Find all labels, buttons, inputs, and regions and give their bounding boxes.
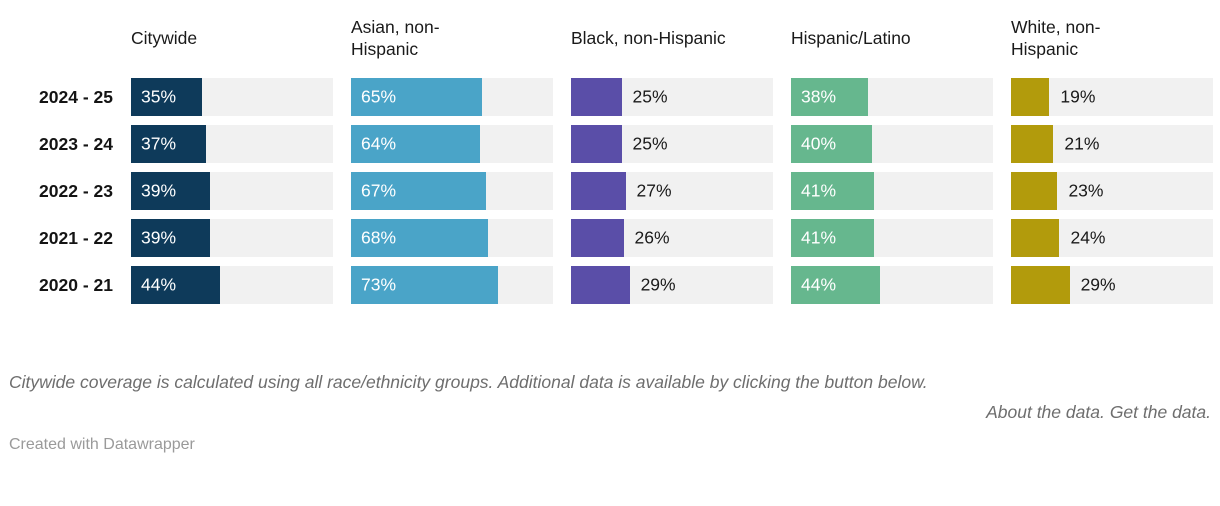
chart-footer: Citywide coverage is calculated using al… xyxy=(0,370,1220,454)
bar[interactable] xyxy=(571,219,624,257)
bar-track: 68% xyxy=(351,219,553,257)
bar-value-label: 38% xyxy=(801,86,837,107)
bar-value-label: 41% xyxy=(801,180,837,201)
bar-track: 25% xyxy=(571,78,773,116)
bar[interactable] xyxy=(571,125,622,163)
bar-track: 27% xyxy=(571,172,773,210)
bar-track: 39% xyxy=(131,172,333,210)
bar[interactable] xyxy=(351,266,499,304)
bar[interactable] xyxy=(131,172,210,210)
bar-track: 44% xyxy=(131,266,333,304)
bar-value-label: 25% xyxy=(632,133,668,154)
bar[interactable] xyxy=(571,172,626,210)
chart-row: 2022 - 23 39% 67% 27% 41% 23% xyxy=(0,172,1220,210)
bar-value-label: 44% xyxy=(801,274,837,295)
bar[interactable] xyxy=(351,172,487,210)
bar-value-label: 21% xyxy=(1064,133,1100,154)
bar-chart: Citywide Asian, non-Hispanic Black, non-Hi… xyxy=(0,6,1220,304)
bar-value-label: 26% xyxy=(634,227,670,248)
bar-track: 26% xyxy=(571,219,773,257)
bar-value-label: 41% xyxy=(801,227,837,248)
bar-value-label: 64% xyxy=(361,133,397,154)
bar-track: 29% xyxy=(1011,266,1213,304)
bar-value-label: 73% xyxy=(361,274,397,295)
column-header: Black, non-Hispanic xyxy=(571,27,726,48)
column-header: White, non-Hispanic xyxy=(1011,16,1101,59)
datawrapper-credit: Created with Datawrapper xyxy=(9,436,195,454)
bar[interactable] xyxy=(131,219,210,257)
bar[interactable] xyxy=(131,78,202,116)
get-the-data-link[interactable]: Get the data. xyxy=(1109,402,1211,423)
bar[interactable] xyxy=(1011,266,1070,304)
chart-row: 2023 - 24 37% 64% 25% 40% 21% xyxy=(0,125,1220,163)
bar-value-label: 29% xyxy=(1080,274,1116,295)
bar-track: 19% xyxy=(1011,78,1213,116)
bar-track: 38% xyxy=(791,78,993,116)
bar-value-label: 27% xyxy=(636,180,672,201)
bar-track: 35% xyxy=(131,78,333,116)
bar[interactable] xyxy=(791,266,880,304)
bar-value-label: 24% xyxy=(1070,227,1106,248)
footer-links: About the data. Get the data. xyxy=(9,402,1211,423)
row-label: 2021 - 22 xyxy=(39,227,113,248)
bar-track: 41% xyxy=(791,172,993,210)
row-label: 2024 - 25 xyxy=(39,86,113,107)
bar-value-label: 39% xyxy=(141,227,177,248)
bar-track: 44% xyxy=(791,266,993,304)
column-header: Asian, non-Hispanic xyxy=(351,16,440,59)
bar-value-label: 37% xyxy=(141,133,177,154)
bar-track: 64% xyxy=(351,125,553,163)
bar[interactable] xyxy=(1011,125,1054,163)
bar-track: 41% xyxy=(791,219,993,257)
chart-row: 2020 - 21 44% 73% 29% 44% 29% xyxy=(0,266,1220,304)
bar-value-label: 68% xyxy=(361,227,397,248)
bar-track: 40% xyxy=(791,125,993,163)
bar-value-label: 35% xyxy=(141,86,177,107)
row-label: 2020 - 21 xyxy=(39,274,113,295)
bar-track: 73% xyxy=(351,266,553,304)
bar-value-label: 39% xyxy=(141,180,177,201)
bar[interactable] xyxy=(791,219,874,257)
bar[interactable] xyxy=(351,78,483,116)
row-label: 2022 - 23 xyxy=(39,180,113,201)
bar[interactable] xyxy=(791,172,874,210)
bar[interactable] xyxy=(351,125,481,163)
bar-value-label: 67% xyxy=(361,180,397,201)
about-the-data-link[interactable]: About the data. xyxy=(986,402,1105,423)
chart-rows: 2024 - 25 35% 65% 25% 38% 19% 2023 - 24 37% 64% 2… xyxy=(0,78,1220,304)
bar[interactable] xyxy=(1011,78,1050,116)
bar-track: 67% xyxy=(351,172,553,210)
bar[interactable] xyxy=(791,78,868,116)
bar-track: 25% xyxy=(571,125,773,163)
chart-note: Citywide coverage is calculated using al… xyxy=(9,372,928,392)
bar-track: 39% xyxy=(131,219,333,257)
bar-value-label: 44% xyxy=(141,274,177,295)
bar[interactable] xyxy=(131,125,206,163)
bar-track: 24% xyxy=(1011,219,1213,257)
bar[interactable] xyxy=(791,125,872,163)
column-header: Citywide xyxy=(131,27,198,48)
bar-track: 65% xyxy=(351,78,553,116)
column-headers: Citywide Asian, non-Hispanic Black, non-Hi… xyxy=(0,6,1220,70)
row-label: 2023 - 24 xyxy=(39,133,113,154)
bar[interactable] xyxy=(1011,172,1058,210)
bar-value-label: 40% xyxy=(801,133,837,154)
bar-track: 29% xyxy=(571,266,773,304)
bar[interactable] xyxy=(131,266,220,304)
bar-track: 37% xyxy=(131,125,333,163)
bar[interactable] xyxy=(571,78,622,116)
bar-track: 23% xyxy=(1011,172,1213,210)
bar-value-label: 65% xyxy=(361,86,397,107)
bar-track: 21% xyxy=(1011,125,1213,163)
bar[interactable] xyxy=(571,266,630,304)
bar-value-label: 19% xyxy=(1060,86,1096,107)
column-header: Hispanic/Latino xyxy=(791,27,911,48)
bar[interactable] xyxy=(351,219,489,257)
chart-row: 2024 - 25 35% 65% 25% 38% 19% xyxy=(0,78,1220,116)
bar-value-label: 23% xyxy=(1068,180,1104,201)
bar-value-label: 29% xyxy=(640,274,676,295)
bar-value-label: 25% xyxy=(632,86,668,107)
bar[interactable] xyxy=(1011,219,1060,257)
chart-row: 2021 - 22 39% 68% 26% 41% 24% xyxy=(0,219,1220,257)
